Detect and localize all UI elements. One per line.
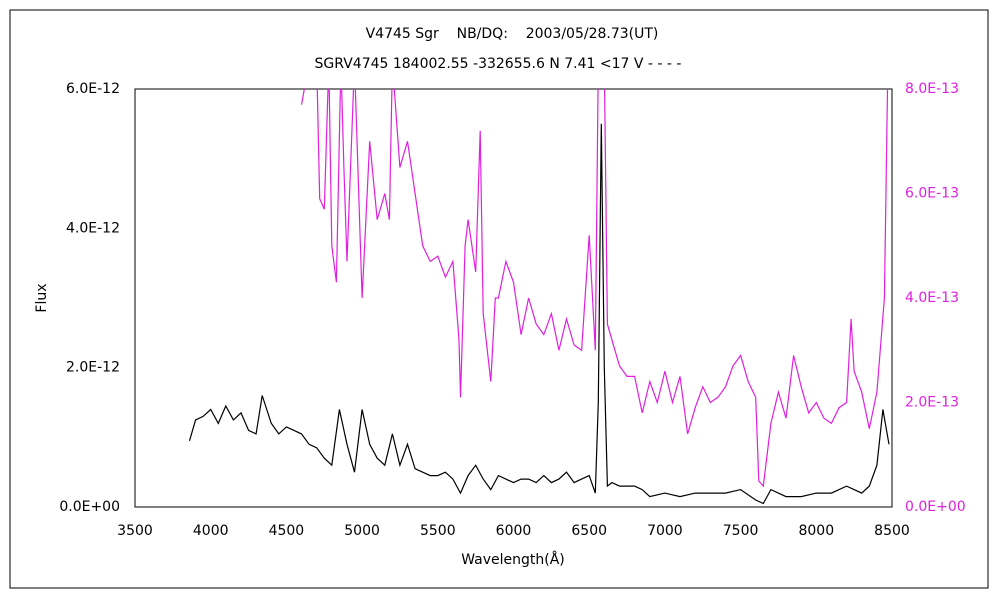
y-tick-label: 0.0E+00 bbox=[59, 499, 120, 515]
x-tick-label: 6500 bbox=[571, 523, 607, 539]
plot-marks bbox=[188, 89, 890, 505]
y2-tick-label: 0.0E+00 bbox=[905, 499, 966, 515]
x-tick-label: 8500 bbox=[874, 523, 910, 539]
y2-tick-label: 2.0E-13 bbox=[905, 395, 959, 411]
x-tick-label: 7000 bbox=[647, 523, 683, 539]
chart-subtitle: SGRV4745 184002.55 -332655.6 N 7.41 <17 … bbox=[315, 56, 682, 72]
x-tick-label: 6000 bbox=[496, 523, 532, 539]
x-axis-label: Wavelength(Å) bbox=[461, 551, 565, 568]
spectrum-line bbox=[188, 123, 890, 505]
y-tick-label: 4.0E-12 bbox=[66, 220, 120, 236]
y2-tick-label: 8.0E-13 bbox=[905, 81, 959, 97]
x-tick-label: 5500 bbox=[420, 523, 456, 539]
x-tick-label: 5000 bbox=[344, 523, 380, 539]
y-axis-label: Flux bbox=[34, 283, 50, 312]
y-tick-label: 6.0E-12 bbox=[66, 81, 120, 97]
plot-area bbox=[134, 88, 893, 508]
y2-tick-label: 4.0E-13 bbox=[905, 290, 959, 306]
x-tick-label: 4000 bbox=[193, 523, 229, 539]
y2-tick-label: 6.0E-13 bbox=[905, 186, 959, 202]
x-tick-label: 7500 bbox=[723, 523, 759, 539]
spectrum-line bbox=[300, 89, 889, 488]
y-tick-label: 2.0E-12 bbox=[66, 360, 120, 376]
x-tick-label: 3500 bbox=[117, 523, 153, 539]
x-tick-label: 8000 bbox=[798, 523, 834, 539]
x-tick-label: 4500 bbox=[269, 523, 305, 539]
chart-title: V4745 Sgr NB/DQ: 2003/05/28.73(UT) bbox=[366, 26, 659, 42]
